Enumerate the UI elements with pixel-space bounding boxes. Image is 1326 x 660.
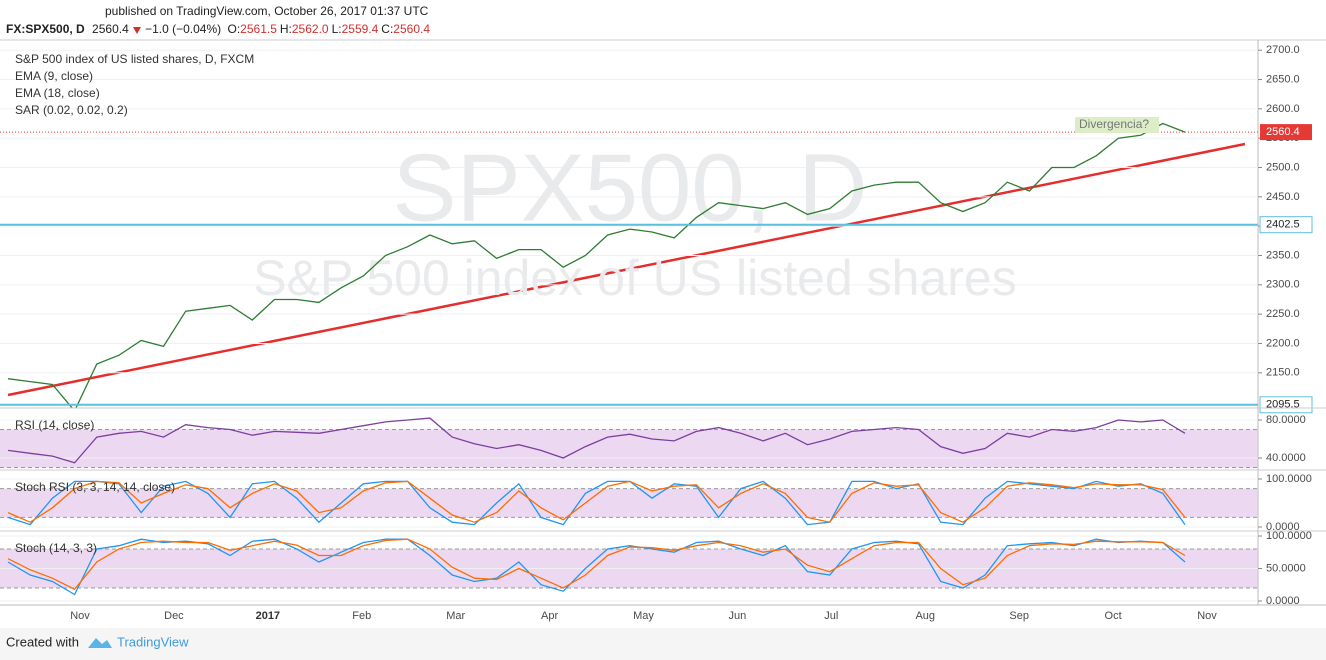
y-tick-label: 2600.0 <box>1266 103 1300 115</box>
last-price-bg <box>1260 124 1312 141</box>
last: 2560.4 <box>92 22 129 36</box>
ohlc-value: 2559.4 <box>341 22 379 36</box>
ohlc-key: H: <box>279 22 292 36</box>
y-tick-label: 100.0000 <box>1266 530 1312 542</box>
level-label-bg <box>1259 396 1313 414</box>
x-tick-label: May <box>633 610 654 622</box>
panel-title: S&P 500 index of US listed shares, D, FX… <box>15 52 254 66</box>
y-tick-label: 2350.0 <box>1266 249 1300 261</box>
panel-title: Stoch (14, 3, 3) <box>15 541 97 555</box>
watermark: S&P 500 index of US listed shares <box>253 250 1016 306</box>
band <box>0 429 1258 468</box>
watermark: SPX500, D <box>393 134 868 241</box>
y-tick-label: 80.0000 <box>1266 414 1306 426</box>
y-tick-label: 2450.0 <box>1266 191 1300 203</box>
indicator-name: EMA (18, close) <box>15 86 100 100</box>
panel: SPX500, D S&P 500 index of US listed shar… <box>0 49 1258 408</box>
ohlc-key: O: <box>227 22 241 36</box>
panel <box>0 535 1258 602</box>
series-line <box>7 480 1186 526</box>
logo <box>88 638 112 648</box>
published: published on TradingView.com, October 26… <box>105 4 429 18</box>
series-line <box>7 122 1186 408</box>
x-tick-label: Nov <box>70 610 90 622</box>
footer-created: Created with <box>6 634 79 649</box>
y-tick-label: 2650.0 <box>1266 73 1300 85</box>
ohlc-value: 2561.5 <box>240 22 277 36</box>
x-tick-label: Dec <box>164 610 184 622</box>
panel <box>0 478 1258 528</box>
series-line <box>7 538 1186 596</box>
y-tick-label: 0.0000 <box>1266 595 1300 607</box>
panel <box>0 417 1258 468</box>
x-tick-label: Aug <box>915 610 935 622</box>
panel-title: Stoch RSI (3, 3, 14, 14, close) <box>15 480 175 494</box>
x-tick-label: Nov <box>1197 610 1217 622</box>
change: −1.0 (−0.04%) <box>145 22 222 36</box>
down-arrow <box>132 26 141 34</box>
y-tick-label: 2250.0 <box>1266 308 1300 320</box>
y-tick-label: 2300.0 <box>1266 279 1300 291</box>
x-tick-label: 2017 <box>256 610 280 622</box>
y-tick-label: 100.0000 <box>1266 473 1312 485</box>
y-tick-label: 2150.0 <box>1266 367 1300 379</box>
level-label: 2095.5 <box>1266 399 1300 411</box>
y-tick-label: 2700.0 <box>1266 44 1300 56</box>
ohlc-key: C: <box>381 22 394 36</box>
band <box>0 488 1258 518</box>
indicator-name: EMA (9, close) <box>15 69 93 83</box>
y-tick-label: 40.0000 <box>1266 452 1306 464</box>
ohlc-value: 2560.4 <box>393 22 430 36</box>
x-tick-label: Feb <box>352 610 371 622</box>
annotation: Divergencia? <box>1079 117 1149 131</box>
series-line <box>7 480 1186 523</box>
y-tick-label: 2500.0 <box>1266 161 1300 173</box>
ohlc-key: L: <box>331 22 342 36</box>
footer-bar <box>0 628 1326 660</box>
trendline <box>7 142 1246 397</box>
series-line <box>7 417 1186 464</box>
symbol-bar: FX:SPX500, D 2560.4 −1.0 (−0.04%) O:2561… <box>6 22 436 36</box>
indicator-name: SAR (0.02, 0.02, 0.2) <box>15 103 128 117</box>
last-price-label: 2560.4 <box>1266 126 1300 138</box>
x-tick-label: Oct <box>1105 610 1122 622</box>
x-tick-label: Apr <box>541 610 558 622</box>
ohlc: O:2561.5 H:2562.0 L:2559.4 C:2560.4 <box>228 22 434 36</box>
level-label-bg <box>1259 216 1313 234</box>
symbol: FX:SPX500, D <box>6 22 85 36</box>
x-tick-label: Jul <box>824 610 838 622</box>
series-line <box>7 538 1186 591</box>
y-tick-label: 50.0000 <box>1266 562 1306 574</box>
x-tick-label: Mar <box>446 610 465 622</box>
y-tick-label: 0.0000 <box>1266 521 1300 533</box>
footer-brand: TradingView <box>117 634 189 649</box>
panel-title: RSI (14, close) <box>15 418 94 432</box>
x-tick-label: Sep <box>1009 610 1029 622</box>
ohlc-value: 2562.0 <box>291 22 329 36</box>
annotation-bg <box>1075 117 1159 133</box>
y-tick-label: 2200.0 <box>1266 337 1300 349</box>
x-tick-label: Jun <box>729 610 747 622</box>
level-label: 2402.5 <box>1266 219 1300 231</box>
